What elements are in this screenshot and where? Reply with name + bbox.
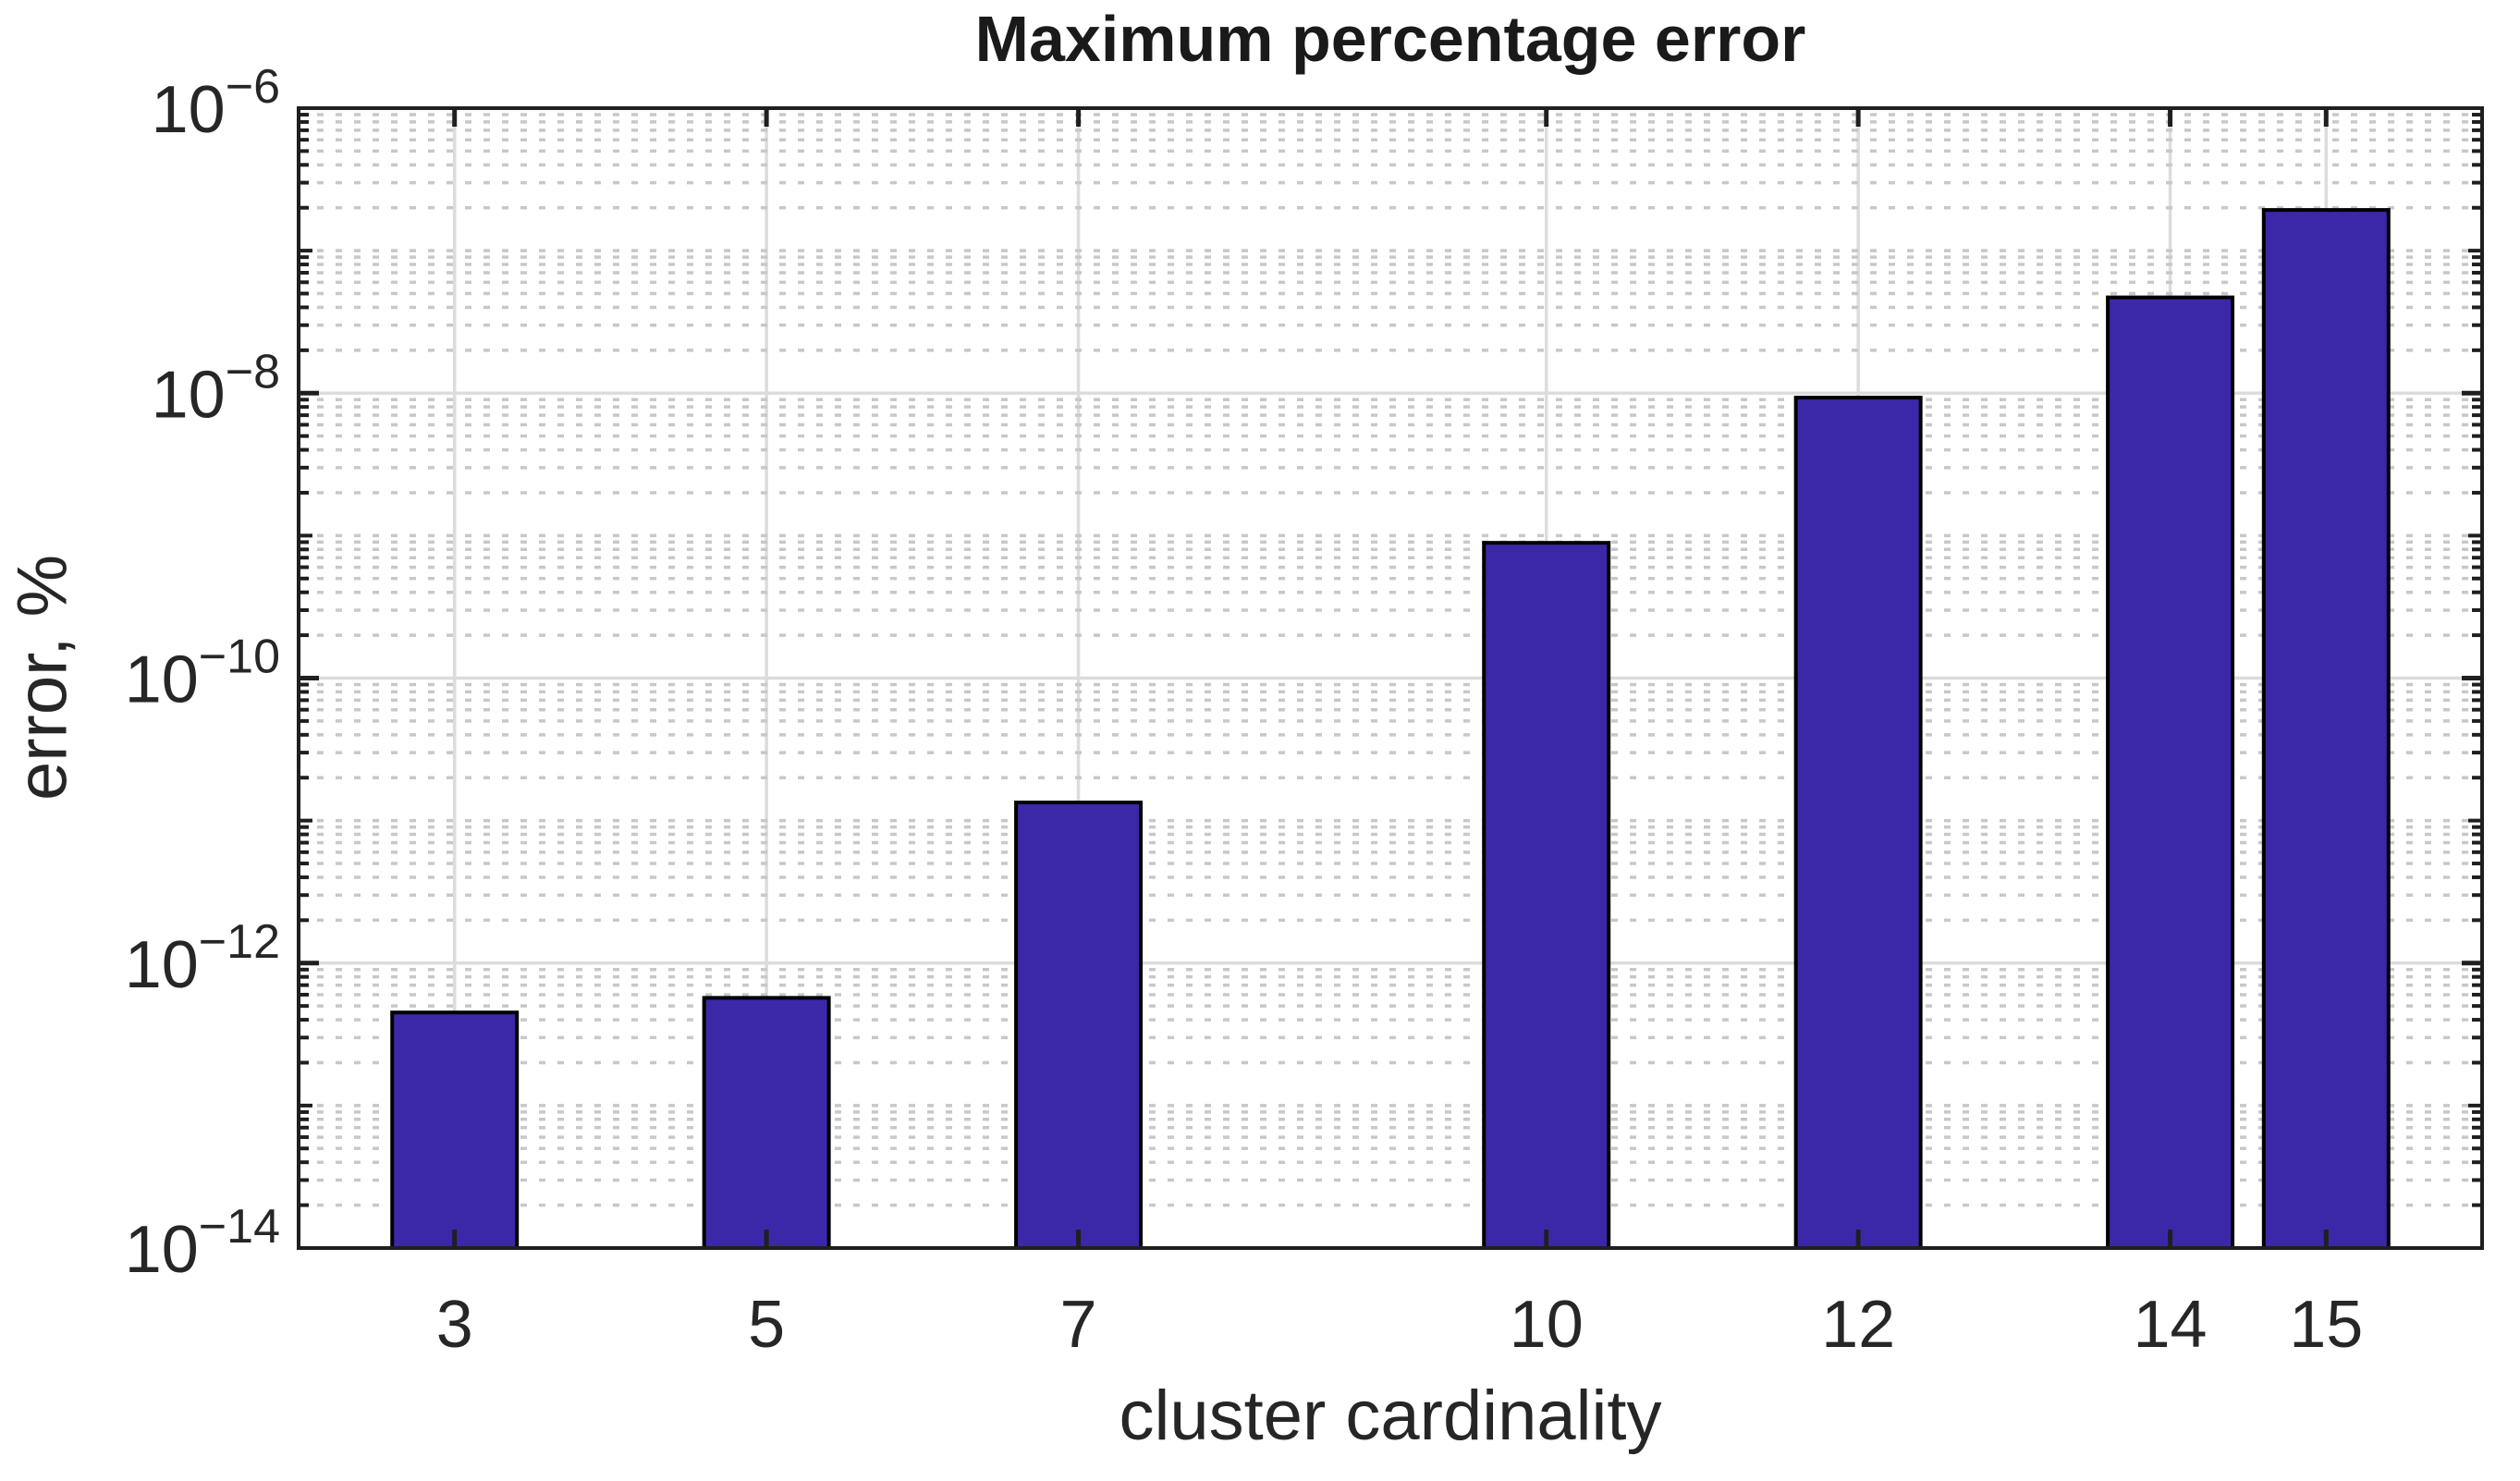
x-axis-label: cluster cardinality: [1119, 1377, 1662, 1455]
y-tick-labels: 10−6 10−8 10−10 10−12 10−14: [125, 60, 280, 1287]
bar: [390, 1010, 520, 1250]
chart-title: Maximum percentage error: [974, 3, 1806, 75]
y-axis-label: error, %: [3, 554, 82, 802]
x-tick-label: 3: [436, 1288, 473, 1362]
bar: [1793, 396, 1923, 1251]
axis-ticks: [299, 108, 2482, 1248]
x-tick-label: 15: [2289, 1288, 2363, 1362]
y-tick-label: 10−6: [152, 60, 280, 147]
y-tick-label: 10−8: [152, 345, 280, 432]
x-tick-label: 5: [748, 1288, 785, 1362]
y-tick-label: 10−14: [125, 1200, 280, 1287]
x-tick-labels: 3 5 7 10 12 14 15: [436, 1288, 2364, 1362]
bar: [702, 996, 831, 1250]
x-tick-label: 12: [1821, 1288, 1895, 1362]
minor-gridlines-y: [299, 113, 2482, 1207]
bar: [1014, 801, 1144, 1250]
bar: [1482, 541, 1611, 1250]
y-tick-label: 10−12: [125, 915, 280, 1002]
x-tick-label: 7: [1060, 1288, 1097, 1362]
bar: [2106, 295, 2235, 1250]
x-tick-label: 14: [2134, 1288, 2208, 1362]
y-tick-label: 10−10: [125, 630, 280, 717]
bars: [390, 208, 2391, 1251]
x-tick-label: 10: [1510, 1288, 1584, 1362]
bar: [2261, 208, 2391, 1250]
